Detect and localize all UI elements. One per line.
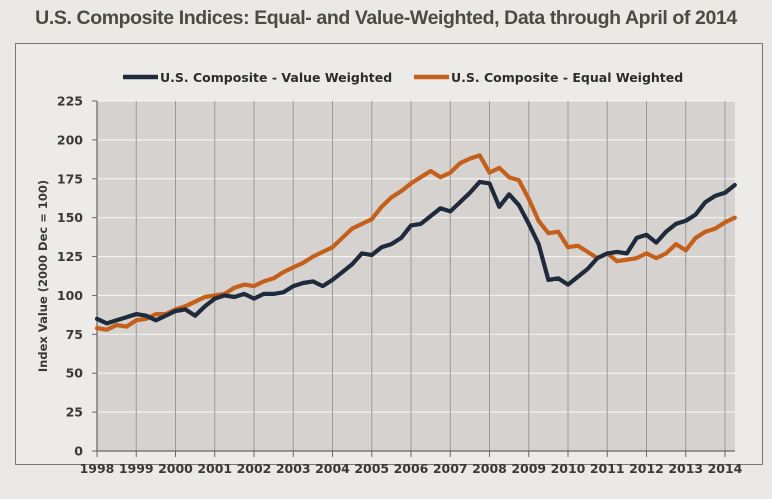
series-line-equal-weighted — [94, 153, 737, 332]
y-tick-label: 200 — [57, 132, 83, 147]
x-tick-label: 2003 — [276, 461, 311, 476]
x-tick-label: 2012 — [629, 461, 664, 476]
chart-title: U.S. Composite Indices: Equal- and Value… — [35, 7, 737, 29]
legend-label: U.S. Composite - Value Weighted — [160, 70, 392, 85]
y-tick-label: 0 — [74, 444, 83, 459]
y-tick-label: 150 — [57, 210, 83, 225]
x-tick-label: 2008 — [472, 461, 507, 476]
x-tick-label: 1999 — [119, 461, 154, 476]
x-tick-label: 2004 — [315, 461, 350, 476]
x-tick-label: 2007 — [433, 461, 468, 476]
x-tick-label: 2010 — [551, 461, 586, 476]
x-tick-label: 2001 — [197, 461, 232, 476]
series-line-value-weighted — [94, 179, 737, 326]
x-tick-label: 2002 — [237, 461, 272, 476]
x-tick-label: 2011 — [590, 461, 625, 476]
legend-label: U.S. Composite - Equal Weighted — [451, 70, 683, 85]
y-tick-label: 125 — [57, 249, 83, 264]
x-tick-label: 2000 — [158, 461, 193, 476]
x-tick-label: 2014 — [708, 461, 743, 476]
x-tick-label: 2013 — [668, 461, 703, 476]
x-tick-label: 2005 — [354, 461, 389, 476]
x-tick-label: 2006 — [394, 461, 429, 476]
axes — [92, 100, 735, 457]
y-tick-label: 175 — [57, 171, 83, 186]
legend: U.S. Composite - Value Weighted U.S. Comp… — [123, 70, 683, 85]
y-tick-label: 100 — [57, 288, 83, 303]
y-tick-label: 225 — [57, 94, 83, 109]
series-lines — [94, 153, 737, 332]
y-tick-label: 50 — [66, 366, 84, 381]
y-tick-label: 75 — [66, 327, 83, 342]
x-tick-label: 2009 — [511, 461, 546, 476]
plot-area — [97, 101, 735, 451]
x-tick-labels: 1998 1999 2000 2001 2002 2003 2004 2005 2006 2007… — [80, 461, 743, 476]
vertical-gridlines — [135, 101, 726, 451]
x-tick-label: 1998 — [80, 461, 115, 476]
y-tick-labels: 0 25 50 75 100 125 150 175 200 225 — [57, 94, 83, 459]
y-tick-label: 25 — [66, 405, 83, 420]
y-axis-title: Index Value (2000 Dec = 100) — [36, 180, 50, 372]
